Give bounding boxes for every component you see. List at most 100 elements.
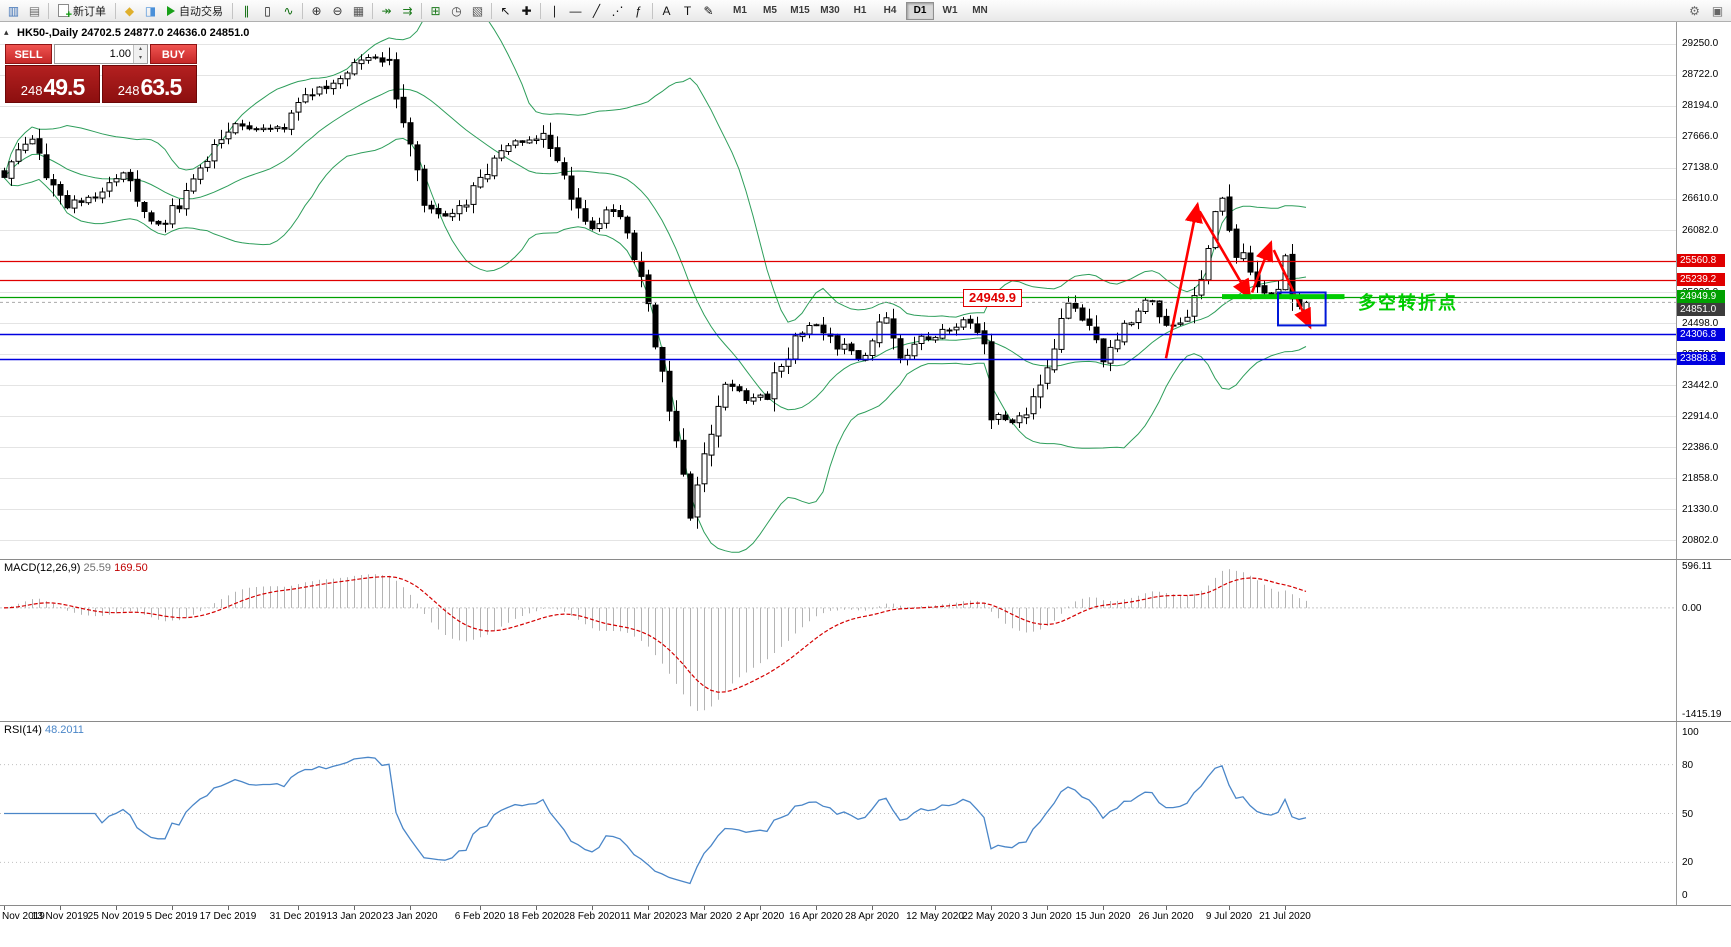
zoom-in-icon[interactable]: ⊕	[311, 3, 322, 18]
toolbar-separator	[115, 2, 116, 19]
chart-shift-icon[interactable]: ⇉	[402, 3, 413, 18]
x-axis-tick	[1285, 906, 1286, 910]
consolidation-rect[interactable]	[1277, 291, 1327, 327]
rsi-axis-label: 100	[1682, 727, 1699, 738]
chart-candles-icon[interactable]: ▯	[264, 3, 271, 18]
timeframe-mn[interactable]: MN	[972, 4, 988, 16]
x-axis-tick	[1166, 906, 1167, 910]
x-axis-date: 23 Jan 2020	[382, 911, 438, 922]
timeframe-h1[interactable]: H1	[853, 4, 867, 16]
fibonacci-icon[interactable]: ƒ	[635, 3, 642, 18]
toolbar-separator	[372, 2, 373, 19]
price-axis-label: 28722.0	[1682, 69, 1719, 81]
timeframe-w1[interactable]: W1	[942, 4, 958, 16]
x-axis-date: 11 Mar 2020	[620, 911, 676, 922]
rsi-pane[interactable]: RSI(14) 48.2011 100 80 50 20 0	[0, 722, 1731, 905]
metaeditor-icon[interactable]: ◆	[124, 3, 135, 18]
x-axis-date: 25 Nov 2019	[87, 911, 145, 922]
price-axis[interactable]	[1677, 22, 1731, 905]
price-axis-label: 27138.0	[1682, 162, 1719, 174]
new-order-button[interactable]: 新订单	[52, 1, 112, 21]
auto-scroll-icon[interactable]: ↠	[381, 3, 392, 18]
current-price-badge: 24851.0	[1677, 303, 1725, 317]
new-chart-icon[interactable]: ▥	[7, 3, 20, 18]
vertical-line-icon[interactable]: ∣	[551, 3, 558, 18]
templates-icon[interactable]: ▧	[471, 3, 484, 18]
crosshair-icon[interactable]: ✚	[521, 3, 532, 18]
macd-pane[interactable]: MACD(12,26,9) 25.59 169.50 596.11 0.00 -14…	[0, 560, 1731, 722]
zoom-out-icon[interactable]: ⊖	[332, 3, 343, 18]
price-level-callout[interactable]: 24949.9	[963, 288, 1022, 307]
time-axis[interactable]: Nov 2019 13 Nov 2019 25 Nov 2019 5 Dec 2019…	[0, 905, 1731, 927]
profiles-icon[interactable]: ▤	[28, 3, 41, 18]
dock-window-icon[interactable]: ▣	[1711, 3, 1724, 18]
x-axis-date: 26 Jun 2020	[1138, 911, 1194, 922]
pane-divider[interactable]	[0, 721, 1731, 722]
timeframe-m30[interactable]: M30	[820, 4, 840, 16]
sell-price-display[interactable]: 248 49.5	[5, 65, 100, 103]
toolbar-separator	[652, 2, 653, 19]
tile-windows-icon[interactable]: ▦	[352, 3, 365, 18]
x-axis-tick	[172, 906, 173, 910]
timeframe-m5[interactable]: M5	[763, 4, 777, 16]
indicators-list-icon[interactable]: ⊞	[430, 3, 441, 18]
periods-icon[interactable]: ◷	[451, 3, 462, 18]
buy-price-display[interactable]: 248 63.5	[102, 65, 197, 103]
x-axis-date: 15 Jun 2020	[1075, 911, 1131, 922]
x-axis-date: Nov 2019	[2, 911, 45, 922]
x-axis-tick	[116, 906, 117, 910]
volume-input[interactable]	[55, 45, 133, 63]
cursor-icon[interactable]: ↖	[500, 3, 511, 18]
macd-name: MACD(12,26,9)	[4, 562, 81, 574]
timeframe-h4[interactable]: H4	[883, 4, 897, 16]
horizontal-line-icon[interactable]: —	[569, 3, 582, 18]
trend-arrow-annotation[interactable]	[1164, 201, 1312, 359]
buy-button[interactable]: BUY	[150, 44, 197, 64]
x-axis-tick	[1103, 906, 1104, 910]
price-prefix: 248	[20, 83, 43, 98]
autotrading-button[interactable]: 自动交易	[161, 1, 229, 20]
toolbar-separator	[48, 2, 49, 19]
volume-up-icon[interactable]: ▴	[134, 45, 147, 54]
text-icon[interactable]: A	[662, 3, 671, 18]
chart-bars-icon[interactable]: ∥	[243, 3, 250, 18]
terminal-icon[interactable]: ◨	[144, 3, 157, 18]
new-order-icon	[58, 4, 72, 21]
chart-line-icon[interactable]: ∿	[283, 3, 294, 18]
toolbar-right: ⚙ ▣	[1684, 1, 1728, 20]
price-axis-label: 21858.0	[1682, 472, 1719, 484]
equidistant-channel-icon[interactable]: ⋰	[611, 3, 624, 18]
macd-canvas[interactable]	[0, 560, 1676, 722]
customize-toolbar-icon[interactable]: ⚙	[1689, 3, 1700, 18]
rsi-canvas[interactable]	[0, 722, 1676, 905]
price-axis-label: 24498.0	[1682, 317, 1719, 329]
rsi-label: RSI(14) 48.2011	[4, 724, 84, 736]
price-line-badge: 23888.8	[1677, 352, 1725, 366]
draw-arrows-icon[interactable]: ✎	[703, 3, 714, 18]
x-axis-date: 5 Dec 2019	[146, 911, 198, 922]
one-click-collapse-icon[interactable]: ▴	[4, 27, 9, 37]
macd-axis-label: 0.00	[1682, 602, 1702, 614]
x-axis-tick	[648, 906, 649, 910]
timeframe-m1[interactable]: M1	[733, 4, 747, 16]
main-chart-pane[interactable]: ▴ HK50-,Daily 24702.5 24877.0 24636.0 24…	[0, 22, 1731, 560]
text-label-icon[interactable]: T	[683, 3, 692, 18]
pane-divider[interactable]	[0, 559, 1731, 560]
turning-point-label[interactable]: 多空转折点	[1358, 293, 1458, 314]
x-axis-date: 23 Mar 2020	[675, 911, 733, 922]
x-axis-tick	[1047, 906, 1048, 910]
trendline-icon[interactable]: ╱	[592, 3, 601, 18]
rsi-axis-label: 20	[1682, 857, 1694, 869]
timeframe-d1[interactable]: D1	[906, 1, 934, 20]
price-line-badge: 24949.9	[1677, 290, 1725, 304]
price-axis-label: 29250.0	[1682, 38, 1719, 50]
timeframe-m15[interactable]: M15	[790, 4, 810, 16]
sell-button[interactable]: SELL	[5, 44, 52, 64]
toolbar-separator	[302, 2, 303, 19]
volume-down-icon[interactable]: ▾	[134, 54, 147, 63]
price-axis-label: 26610.0	[1682, 193, 1719, 205]
x-axis-tick	[410, 906, 411, 910]
autotrading-icon	[167, 5, 175, 16]
price-chart-canvas[interactable]	[0, 22, 1676, 560]
